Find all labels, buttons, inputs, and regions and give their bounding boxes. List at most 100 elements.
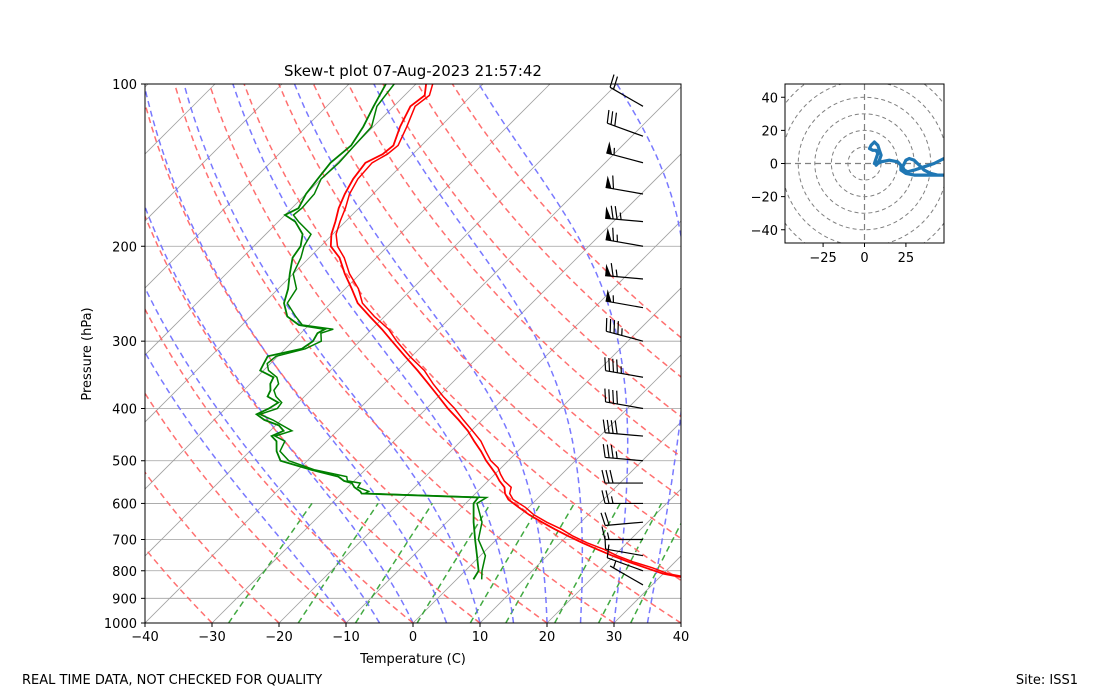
wind-barb xyxy=(605,227,644,247)
barb-full-flag xyxy=(612,389,615,404)
wind-barb xyxy=(601,469,643,484)
barb-full-flag xyxy=(606,419,610,434)
barb-full-flag xyxy=(616,390,618,405)
y-axis-ticks: 1000 900 800 700 600 500 400 300 200 100 xyxy=(104,78,145,632)
hodograph-trace xyxy=(867,140,944,177)
hodograph-x-tick-label: −25 xyxy=(809,251,836,266)
temperature-line xyxy=(329,84,681,578)
barb-full-flag xyxy=(605,490,610,504)
barb-full-flag xyxy=(600,512,606,526)
isotherm-line xyxy=(412,354,681,623)
x-tick-label: 30 xyxy=(606,630,623,645)
dry-adiabat-line xyxy=(145,470,280,623)
mixing-ratio-line xyxy=(416,503,492,623)
barb-full-flag xyxy=(601,469,606,484)
barb-full-flag xyxy=(604,357,607,371)
barb-staff xyxy=(605,275,644,280)
hodograph-ticks: −25 0 25 40 20 0 −20 −40 xyxy=(751,91,915,266)
barb-full-flag xyxy=(608,389,611,403)
y-tick-label: 300 xyxy=(112,335,137,350)
barb-staff xyxy=(605,217,644,223)
barb-pennant xyxy=(605,227,612,241)
barb-staff xyxy=(607,122,644,137)
wind-barb xyxy=(601,490,643,505)
x-tick-label: −30 xyxy=(198,630,225,645)
wind-barb xyxy=(605,205,644,223)
y-tick-label: 200 xyxy=(112,240,137,255)
barb-staff xyxy=(605,401,644,410)
barb-full-flag xyxy=(612,358,615,373)
barb-half-flag xyxy=(606,532,610,540)
wind-barb xyxy=(604,388,644,410)
dry-adiabat-line xyxy=(208,84,681,623)
y-tick-label: 400 xyxy=(112,403,137,418)
x-axis-ticks: −40 −30 −20 −10 0 10 20 30 40 xyxy=(131,623,689,645)
x-tick-label: 20 xyxy=(539,630,556,645)
mixing-ratio-lines xyxy=(227,502,681,623)
barb-staff xyxy=(605,548,644,557)
wind-barb xyxy=(609,560,644,586)
barb-full-flag xyxy=(606,444,610,458)
dry-adiabat-line xyxy=(417,84,681,378)
x-tick-label: 10 xyxy=(472,630,489,645)
dewpoint-line xyxy=(254,84,480,580)
mixing-ratio-line xyxy=(469,503,542,623)
wind-barbs xyxy=(600,74,644,586)
barb-full-flag xyxy=(610,444,614,459)
x-tick-label: −20 xyxy=(265,630,292,645)
dry-adiabat-line xyxy=(451,84,681,339)
barb-full-flag xyxy=(605,469,610,484)
y-tick-label: 900 xyxy=(112,592,137,607)
wind-barb xyxy=(609,74,644,107)
dry-adiabat-line xyxy=(145,214,481,623)
moist-adiabat-line xyxy=(293,84,548,623)
barb-pennant xyxy=(605,206,612,219)
sounding-profiles xyxy=(254,84,681,580)
site-label: Site: ISS1 xyxy=(1015,673,1078,688)
barb-full-flag xyxy=(610,205,614,220)
isotherm-line xyxy=(345,287,681,623)
barb-pennant xyxy=(605,289,612,303)
dry-adiabat-line xyxy=(312,84,681,499)
isotherm-line xyxy=(145,84,283,222)
hodograph-y-tick-label: 40 xyxy=(761,91,778,106)
barb-pennant xyxy=(606,141,613,155)
barb-full-flag xyxy=(614,112,618,127)
y-tick-label: 1000 xyxy=(104,617,137,632)
dry-adiabat-line xyxy=(145,547,213,623)
y-tick-label: 700 xyxy=(112,534,137,549)
wind-barb xyxy=(605,317,644,342)
isotherm-line xyxy=(0,84,14,623)
isotherm-line xyxy=(145,84,350,289)
barb-staff xyxy=(605,456,644,462)
barb-full-flag xyxy=(606,109,610,124)
wind-barb xyxy=(606,544,644,572)
hodograph-y-tick-label: 20 xyxy=(761,124,778,139)
isotherm-line xyxy=(145,84,618,557)
hodograph-trace-group xyxy=(867,140,944,177)
barb-full-flag xyxy=(614,206,618,220)
dewpoint-line-duplicate xyxy=(257,84,490,580)
wind-barb xyxy=(605,175,644,195)
isotherm-line xyxy=(145,84,484,423)
y-tick-label: 100 xyxy=(112,78,137,93)
x-tick-label: 40 xyxy=(673,630,690,645)
barb-half-flag xyxy=(619,212,622,220)
moist-adiabat-line xyxy=(183,84,481,623)
barb-full-flag xyxy=(614,420,618,434)
wind-barb xyxy=(600,512,644,527)
barb-full-flag xyxy=(601,526,606,540)
barb-full-flag xyxy=(612,76,619,90)
chart-title: Skew-t plot 07-Aug-2023 21:57:42 xyxy=(284,62,542,80)
wind-barb xyxy=(602,444,644,462)
hodograph-x-tick-label: 0 xyxy=(860,251,868,266)
x-axis-label: Temperature (C) xyxy=(359,652,466,667)
barb-staff xyxy=(605,432,644,437)
y-tick-label: 500 xyxy=(112,455,137,470)
hodograph-y-tick-label: −20 xyxy=(751,191,778,206)
barb-pennant xyxy=(605,175,612,189)
barb-full-flag xyxy=(609,469,614,484)
barb-staff xyxy=(607,557,644,572)
barb-staff xyxy=(605,186,644,195)
